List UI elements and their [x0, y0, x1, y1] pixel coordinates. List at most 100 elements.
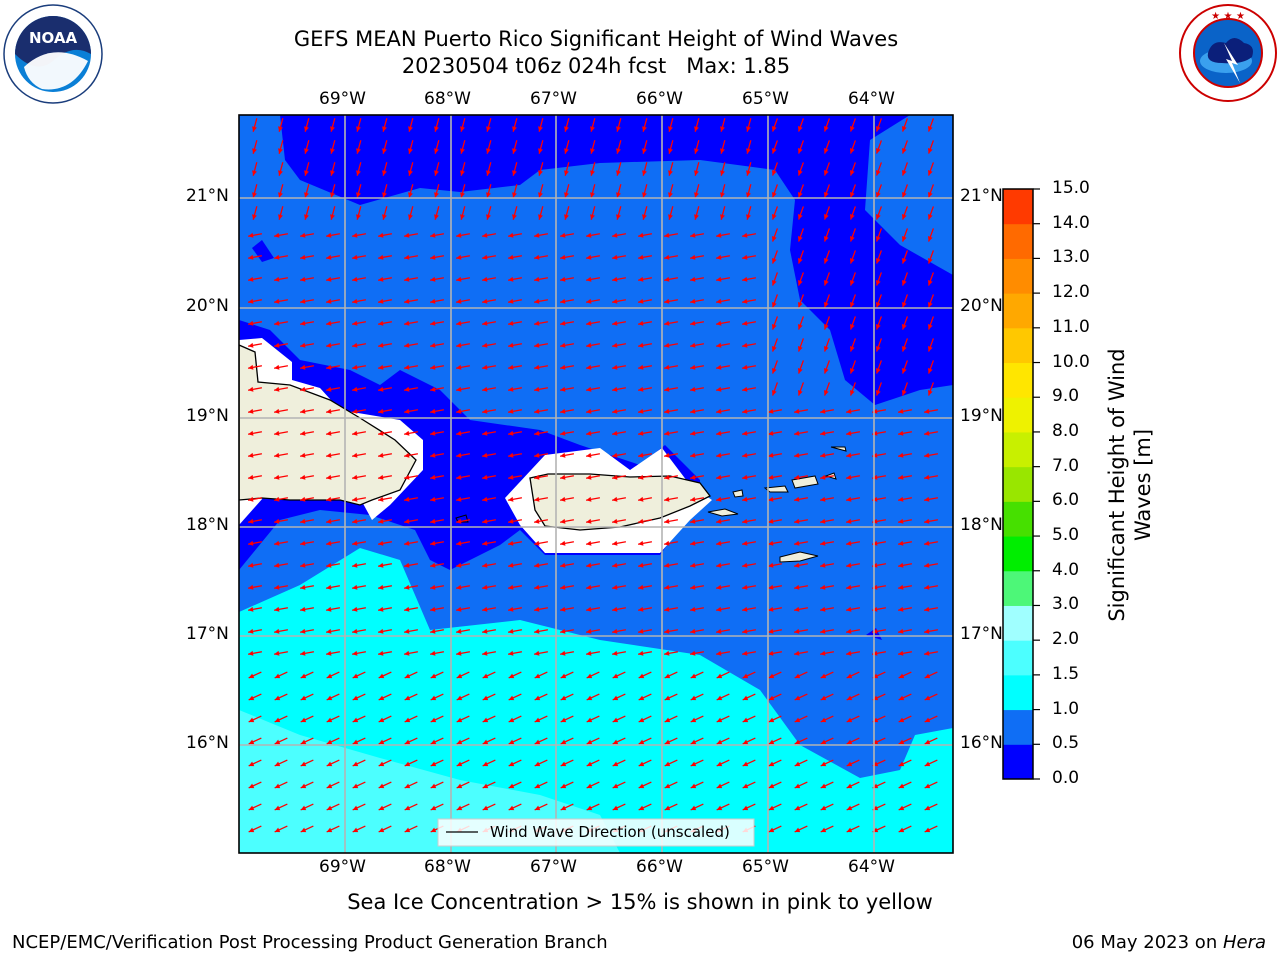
wind-arrow-head — [768, 408, 774, 414]
wind-arrow-head — [716, 540, 722, 546]
wind-arrow-head — [690, 408, 696, 414]
wind-arrow-head — [612, 717, 619, 723]
wind-arrow-head — [612, 673, 619, 679]
wind-arrow-head — [378, 364, 384, 370]
wind-arrow-head — [846, 540, 852, 546]
wind-arrow-head — [924, 474, 930, 480]
wind-arrow-head — [352, 298, 358, 304]
wind-arrow-head — [512, 148, 517, 154]
colorbar-tick-label: 8.0 — [1052, 420, 1080, 441]
wind-arrow-head — [823, 192, 829, 198]
wind-arrow-head — [590, 126, 595, 132]
wind-arrow-head — [248, 717, 255, 723]
wind-arrow-head — [638, 386, 644, 392]
wind-arrow-head — [408, 126, 413, 132]
wind-arrow-head — [378, 452, 384, 458]
wind-arrow-head — [274, 805, 281, 811]
wind-arrow-head — [898, 827, 905, 833]
wind-arrow-head — [404, 562, 410, 568]
wind-arrow-head — [716, 805, 723, 811]
wind-arrow-head — [248, 805, 255, 811]
wind-arrow-head — [378, 805, 385, 811]
wind-arrow-head — [274, 761, 281, 767]
wind-arrow-head — [616, 192, 621, 198]
wind-arrow-head — [638, 783, 645, 789]
wind-arrow-head — [482, 276, 488, 282]
wind-arrow-head — [846, 695, 853, 701]
wind-arrow-head — [326, 254, 332, 260]
lat-label-right: 16°N — [960, 733, 1003, 753]
wind-arrow-head — [898, 474, 904, 480]
wind-arrow-head — [482, 408, 488, 414]
wind-arrow-head — [616, 170, 621, 176]
wind-arrow-head — [690, 584, 696, 590]
wind-arrow-head — [901, 258, 907, 264]
colorbar-tick-label: 11.0 — [1052, 316, 1090, 337]
wind-arrow-head — [638, 584, 644, 590]
nws-logo: ★ ★ ★ — [1179, 4, 1277, 102]
wind-arrow-head — [690, 474, 696, 480]
wind-arrow-head — [638, 364, 644, 370]
wind-arrow-head — [771, 126, 777, 132]
wind-arrow-head — [564, 170, 569, 176]
wind-arrow-head — [794, 739, 801, 745]
wind-arrow-head — [820, 783, 827, 789]
wind-arrow-head — [690, 452, 696, 458]
wind-arrow-head — [248, 496, 254, 502]
wind-arrow-head — [664, 584, 670, 590]
colorbar-title: Significant Height of Wind Waves [m] — [1104, 348, 1156, 621]
wind-arrow-head — [456, 562, 462, 568]
wind-arrow-head — [612, 474, 618, 480]
wind-direction-arrows — [247, 118, 939, 833]
wind-arrow-head — [638, 650, 644, 656]
wind-arrow-head — [742, 783, 749, 789]
wind-arrow-head — [797, 170, 803, 176]
wind-arrow-head — [586, 364, 592, 370]
wind-arrow-head — [586, 298, 592, 304]
lat-label-left: 19°N — [186, 406, 229, 426]
wind-arrow-head — [742, 496, 748, 502]
wind-arrow-head — [456, 386, 462, 392]
wind-arrow-head — [248, 606, 254, 612]
wind-arrow-head — [278, 148, 283, 154]
wind-arrow-head — [746, 214, 751, 220]
wind-arrow-head — [586, 232, 592, 238]
lon-label-bottom: 69°W — [319, 857, 366, 877]
wind-arrow-head — [924, 717, 931, 723]
wind-arrow-head — [300, 584, 306, 590]
wind-arrow-head — [482, 584, 488, 590]
wind-arrow-head — [664, 695, 671, 701]
wind-arrow-head — [794, 584, 800, 590]
wind-arrow-head — [716, 430, 722, 436]
wind-arrow-head — [274, 783, 281, 789]
wind-arrow-head — [352, 232, 358, 238]
wind-arrow-head — [564, 148, 569, 154]
wind-arrow-head — [352, 739, 359, 745]
wind-arrow-head — [742, 276, 748, 282]
wind-arrow-head — [534, 430, 540, 436]
wind-arrow-head — [326, 650, 332, 656]
wind-arrow-head — [564, 192, 569, 198]
wind-arrow-head — [875, 390, 881, 396]
colorbar-segment — [1003, 293, 1033, 329]
wind-arrow-head — [248, 761, 255, 767]
wind-arrow-head — [352, 342, 358, 348]
wind-arrow-head — [560, 628, 566, 634]
wind-arrow-head — [720, 214, 725, 220]
wind-arrow-head — [901, 346, 907, 352]
wind-arrow-head — [794, 650, 800, 656]
wind-arrow-head — [586, 761, 593, 767]
wind-arrow-head — [430, 386, 436, 392]
wind-arrow-head — [482, 761, 489, 767]
wind-arrow-head — [638, 628, 644, 634]
wind-arrow-head — [668, 148, 673, 154]
wind-arrow-head — [820, 695, 827, 701]
wind-arrow-head — [742, 540, 748, 546]
wind-arrow-head — [252, 170, 257, 176]
wind-arrow-head — [742, 805, 749, 811]
wind-arrow-head — [898, 518, 904, 524]
wind-arrow-head — [248, 452, 254, 458]
wind-arrow-head — [560, 298, 566, 304]
wind-arrow-head — [300, 628, 306, 634]
